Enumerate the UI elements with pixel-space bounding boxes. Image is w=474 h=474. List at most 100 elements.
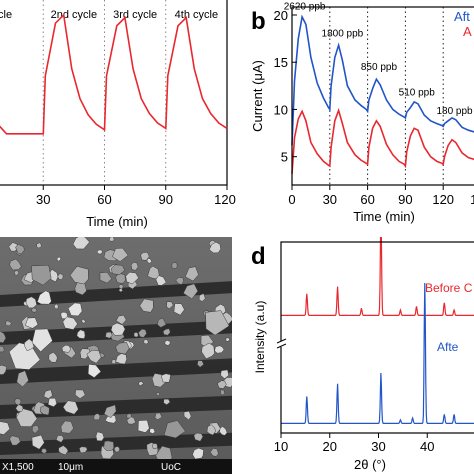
sem-particle <box>166 301 174 310</box>
sem-particle <box>114 446 120 453</box>
sem-particle <box>173 303 185 316</box>
sem-particle <box>208 241 221 254</box>
chart-b-x-tick-label: 120 <box>432 192 454 207</box>
chart-a-cycle-label: 2nd cycle <box>51 9 97 21</box>
sem-particle <box>110 322 126 336</box>
sem-magnification: X1,500 <box>2 462 34 473</box>
chart-d-legend-after: Afte <box>437 340 459 354</box>
sem-particle <box>125 272 139 285</box>
chart-a-x-tick-label: 120 <box>214 192 236 207</box>
sem-particle <box>109 237 115 242</box>
sem-particle <box>9 435 21 446</box>
sem-particle <box>220 389 225 396</box>
sem-particle <box>61 344 71 353</box>
sem-particle <box>219 426 228 436</box>
sem-particle <box>112 247 129 262</box>
sem-particle <box>201 342 215 360</box>
sem-particle <box>15 243 25 255</box>
sem-particle <box>111 359 117 365</box>
sem-particle <box>133 332 139 338</box>
sem-particle <box>151 443 158 449</box>
sem-particle <box>99 272 113 284</box>
chart-b-y-tick-label: 20 <box>274 8 288 23</box>
sem-lab-label: UoC <box>161 462 181 473</box>
sem-right-margin <box>232 237 237 474</box>
chart-a-x-tick-label: 30 <box>36 192 50 207</box>
sem-particle <box>193 432 204 442</box>
sem-particle <box>105 331 113 339</box>
sem-particle <box>0 364 7 375</box>
sem-particle <box>206 424 216 436</box>
chart-d: d 10 20 30 40 Before C Afte Intensity (a.u)… <box>251 237 474 472</box>
sem-particle <box>171 262 178 269</box>
sem-particle <box>55 435 64 443</box>
sem-particle <box>14 270 20 276</box>
sem-particle <box>31 264 52 286</box>
sem-particle <box>16 408 38 427</box>
sem-particle <box>118 284 124 290</box>
sem-particle <box>162 328 171 336</box>
chart-b-xlabel: Time (min) <box>353 209 415 224</box>
sem-particle <box>69 266 89 285</box>
sem-particle <box>86 349 102 364</box>
chart-b-y-tick-label: 5 <box>281 150 288 165</box>
sem-particle <box>31 424 40 434</box>
sem-particle <box>31 434 45 450</box>
sem-particle <box>163 398 171 406</box>
sem-particle <box>41 448 48 455</box>
sem-particle <box>93 413 101 421</box>
chart-b-x-tick-label: 150 <box>470 192 474 207</box>
sem-particle <box>115 314 127 325</box>
sem-particle <box>143 339 149 345</box>
chart-d-axis-break <box>276 338 287 349</box>
sem-particle <box>149 428 156 434</box>
chart-b-legend-partial: A <box>463 24 472 39</box>
sem-particle <box>217 380 227 389</box>
sem-particle <box>31 307 38 313</box>
sem-info-bar <box>0 459 237 474</box>
sem-particle <box>147 265 160 280</box>
chart-d-series-red <box>281 237 474 316</box>
chart-b-x-tick-label: 90 <box>398 192 412 207</box>
chart-a: cle 2nd cycle 3rd cycle 4th cycle 30 60 90 12… <box>0 0 236 229</box>
sem-particle <box>160 373 171 383</box>
panel-letter-d: d <box>251 243 266 270</box>
sem-particle <box>146 258 153 264</box>
chart-d-x-tick-label: 30 <box>371 439 385 454</box>
sem-particle <box>115 342 130 355</box>
sem-particle <box>62 316 78 330</box>
sem-particle <box>157 317 167 328</box>
sem-particle <box>24 338 35 352</box>
chart-b-concentration-label: 850 ppb <box>361 62 398 73</box>
chart-a-cycle-labels: 2nd cycle 3rd cycle 4th cycle <box>51 9 218 21</box>
sem-particle <box>155 392 161 397</box>
sem-particle <box>183 410 192 421</box>
chart-b-ylabel: Current (μA) <box>250 60 265 132</box>
sem-particle <box>130 262 139 271</box>
panel-letter-b: b <box>251 8 266 35</box>
chart-a-x-ticks: 30 60 90 120 <box>36 185 236 207</box>
chart-a-cycle-label: 3rd cycle <box>113 9 157 21</box>
sem-particle <box>57 273 64 281</box>
sem-particle <box>163 420 186 439</box>
sem-particle <box>0 421 11 435</box>
sem-particle <box>25 296 37 309</box>
chart-d-ylabel: Intensity (a.u) <box>253 301 267 374</box>
sem-particle <box>95 431 105 442</box>
sem-particle <box>103 404 117 419</box>
sem-particle <box>115 273 126 284</box>
chart-b-ticks: 5 10 15 20 0 30 60 90 120 150 <box>274 8 474 207</box>
chart-b-concentration-label: 510 ppb <box>399 87 436 98</box>
sem-scalebar-label: 10μm <box>58 462 83 473</box>
sem-particle <box>198 293 206 302</box>
sem-particle <box>76 329 86 339</box>
sem-particle <box>54 303 59 310</box>
sem-particle <box>115 353 127 365</box>
chart-b-legend-after: Aft <box>454 9 470 24</box>
sem-particle <box>138 328 147 338</box>
sem-particle <box>184 266 199 282</box>
sem-stripe <box>0 358 232 384</box>
sem-stripe <box>0 432 232 455</box>
sem-stripe <box>0 281 232 307</box>
sem-particle <box>67 302 83 317</box>
